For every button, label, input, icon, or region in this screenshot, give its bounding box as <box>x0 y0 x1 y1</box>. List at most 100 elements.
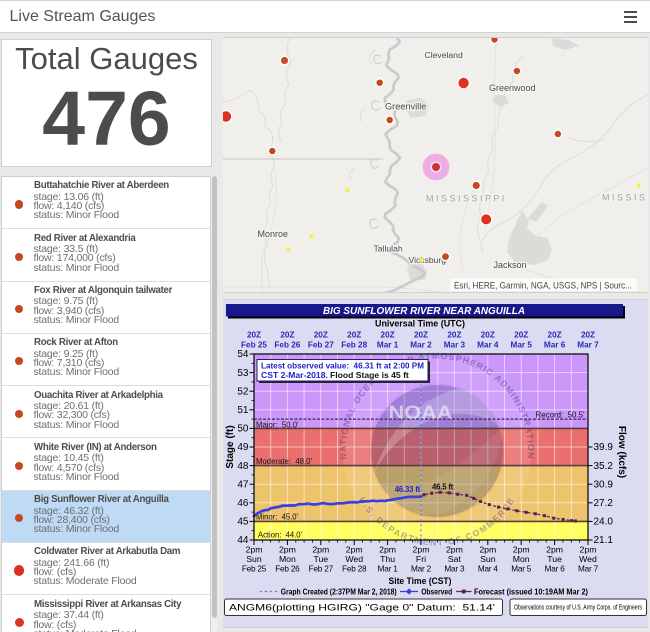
svg-text:Vicksburg: Vicksburg <box>409 255 447 265</box>
svg-text:45: 45 <box>237 517 249 528</box>
svg-text:Flow (kcfs): Flow (kcfs) <box>616 426 627 478</box>
svg-text:20Z: 20Z <box>381 331 395 340</box>
svg-text:24.0: 24.0 <box>594 517 614 528</box>
svg-text:Feb 25: Feb 25 <box>242 565 267 574</box>
svg-text:Sun: Sun <box>246 554 262 564</box>
svg-text:20Z: 20Z <box>314 331 328 340</box>
svg-text:Esri, HERE, Garmin, NGA, USGS,: Esri, HERE, Garmin, NGA, USGS, NPS | Sou… <box>454 280 632 291</box>
svg-text:Moderate: 48.0': Moderate: 48.0' <box>256 457 312 466</box>
svg-text:46: 46 <box>237 498 249 509</box>
svg-text:Feb 27: Feb 27 <box>309 565 334 574</box>
svg-text:53: 53 <box>237 368 249 379</box>
svg-text:Tue: Tue <box>313 554 328 564</box>
svg-text:Greenville: Greenville <box>385 102 426 112</box>
svg-text:20Z: 20Z <box>247 331 261 340</box>
svg-text:Flood Stage is 45 ft: Flood Stage is 45 ft <box>330 370 409 380</box>
svg-text:Observed: Observed <box>421 588 452 597</box>
svg-text:Jackson: Jackson <box>494 260 527 270</box>
svg-text:Mar 3: Mar 3 <box>444 565 465 574</box>
svg-text:Observations courtesy of U.S.: Observations courtesy of U.S. Army Corps… <box>514 603 642 612</box>
svg-text:Sat: Sat <box>448 554 462 564</box>
svg-text:Latest observed value: 46.31: Latest observed value: 46.31 ft at 2:00 … <box>261 361 424 371</box>
svg-text:CST 2-Mar-2018.: CST 2-Mar-2018. <box>261 370 328 380</box>
svg-text:46.5 ft: 46.5 ft <box>432 483 454 492</box>
svg-text:2pm: 2pm <box>246 545 263 555</box>
svg-text:Thu: Thu <box>380 554 395 564</box>
svg-text:2pm: 2pm <box>413 545 430 555</box>
svg-text:Monroe: Monroe <box>258 229 289 239</box>
svg-text:2pm: 2pm <box>379 545 396 555</box>
svg-text:Stage (ft): Stage (ft) <box>225 425 236 468</box>
svg-text:Mar 3: Mar 3 <box>444 341 466 350</box>
svg-text:Feb 25: Feb 25 <box>241 341 267 350</box>
svg-text:20Z: 20Z <box>347 331 361 340</box>
svg-text:Cleveland: Cleveland <box>425 50 463 60</box>
svg-text:Feb 26: Feb 26 <box>274 341 300 350</box>
svg-text:Mar 2: Mar 2 <box>410 341 432 350</box>
svg-text:20Z: 20Z <box>514 331 528 340</box>
svg-text:Mar 6: Mar 6 <box>545 565 566 574</box>
svg-text:20Z: 20Z <box>280 331 294 340</box>
svg-text:Major: 50.0': Major: 50.0' <box>256 420 299 429</box>
svg-text:44: 44 <box>237 535 249 546</box>
svg-text:39.9: 39.9 <box>594 442 614 453</box>
svg-text:2pm: 2pm <box>312 545 329 555</box>
svg-text:M I S S I S S: M I S S I S S <box>602 193 648 203</box>
svg-text:Mar 5: Mar 5 <box>511 341 533 350</box>
svg-text:Sun: Sun <box>480 554 496 564</box>
svg-text:Feb 28: Feb 28 <box>342 565 367 574</box>
svg-text:Site Time (CST): Site Time (CST) <box>389 576 452 587</box>
svg-text:2pm: 2pm <box>580 545 597 555</box>
svg-text:Record: 50.5': Record: 50.5' <box>536 411 585 420</box>
svg-text:Mon: Mon <box>513 554 530 564</box>
svg-text:20Z: 20Z <box>548 331 562 340</box>
svg-text:51: 51 <box>237 405 249 416</box>
svg-text:Action: 44.0': Action: 44.0' <box>258 530 302 539</box>
svg-text:Mar 6: Mar 6 <box>544 341 566 350</box>
svg-text:Forecast (issued 10:19AM Mar 2: Forecast (issued 10:19AM Mar 2) <box>474 588 588 597</box>
svg-text:Graph Created (2:37PM Mar 2, 2: Graph Created (2:37PM Mar 2, 2018) <box>281 588 397 597</box>
svg-text:2pm: 2pm <box>446 545 463 555</box>
svg-text:ANGM6(plotting HGIRG) "Gage 0": ANGM6(plotting HGIRG) "Gage 0" Datum: 51… <box>229 603 495 614</box>
svg-text:20Z: 20Z <box>447 331 461 340</box>
svg-text:2pm: 2pm <box>546 545 563 555</box>
svg-text:30.9: 30.9 <box>594 479 614 490</box>
svg-text:BIG SUNFLOWER RIVER NEAR ANGUI: BIG SUNFLOWER RIVER NEAR ANGUILLA <box>323 305 525 317</box>
svg-text:54: 54 <box>237 349 249 360</box>
svg-text:Greenwood: Greenwood <box>489 83 536 93</box>
svg-text:20Z: 20Z <box>581 331 595 340</box>
svg-text:Universal Time (UTC): Universal Time (UTC) <box>375 319 465 330</box>
svg-text:Feb 26: Feb 26 <box>275 565 300 574</box>
svg-text:Tue: Tue <box>547 554 562 564</box>
svg-text:Mar 7: Mar 7 <box>578 565 599 574</box>
svg-text:Wed: Wed <box>579 554 597 564</box>
svg-text:52: 52 <box>237 386 249 397</box>
svg-text:2pm: 2pm <box>279 545 296 555</box>
svg-text:27.2: 27.2 <box>594 498 614 509</box>
svg-text:21.1: 21.1 <box>594 535 614 546</box>
svg-text:Mar 1: Mar 1 <box>378 565 399 574</box>
svg-text:50: 50 <box>237 424 249 435</box>
svg-text:47: 47 <box>237 479 249 490</box>
svg-text:M I S S I S S I P P I: M I S S I S S I P P I <box>426 194 504 204</box>
svg-text:Mar 1: Mar 1 <box>377 341 399 350</box>
svg-text:Tallulah: Tallulah <box>374 244 403 254</box>
svg-text:49: 49 <box>237 442 249 453</box>
svg-text:46.33 ft: 46.33 ft <box>395 485 421 494</box>
svg-text:Wed: Wed <box>345 554 363 564</box>
svg-text:Mar 2: Mar 2 <box>411 565 432 574</box>
svg-text:20Z: 20Z <box>414 331 428 340</box>
svg-text:Mon: Mon <box>279 554 296 564</box>
svg-text:Mar 7: Mar 7 <box>577 341 599 350</box>
svg-text:2pm: 2pm <box>346 545 363 555</box>
svg-text:2pm: 2pm <box>479 545 496 555</box>
svg-text:35.2: 35.2 <box>594 461 614 472</box>
svg-text:Feb 28: Feb 28 <box>341 341 367 350</box>
svg-text:Feb 27: Feb 27 <box>308 341 334 350</box>
svg-text:48: 48 <box>237 461 249 472</box>
svg-text:Mar 4: Mar 4 <box>478 565 499 574</box>
svg-text:Mar 4: Mar 4 <box>477 341 499 350</box>
svg-text:Minor: 45.0': Minor: 45.0' <box>256 512 298 521</box>
svg-text:2pm: 2pm <box>513 545 530 555</box>
svg-text:Fri: Fri <box>416 554 426 564</box>
